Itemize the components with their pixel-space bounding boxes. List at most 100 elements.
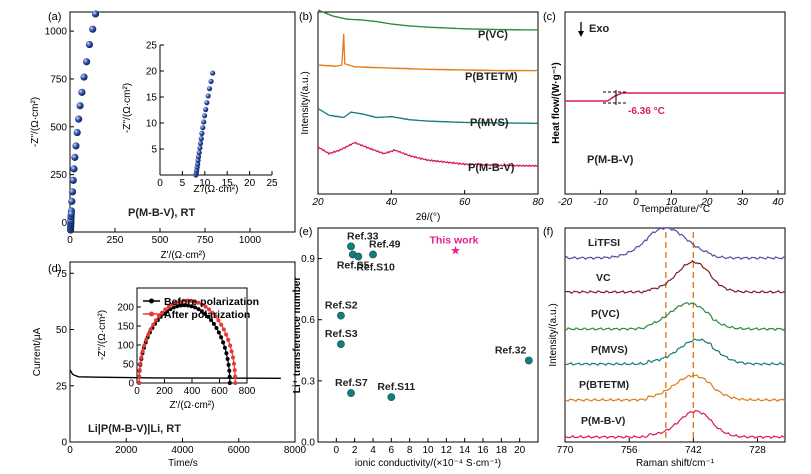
panel-a-frame [69,11,296,233]
point-label: Ref.49 [369,238,401,250]
y-tick-label: 100 [117,341,134,352]
nyquist-point [137,381,142,385]
panel-a-xlabel: Z'/(Ω·cm²) [161,250,206,261]
y-tick-label: 0.6 [301,315,315,326]
panel-d-inset-ylabel: -Z''/(Ω·cm²) [97,310,108,360]
ref-data-point [347,389,355,397]
x-tick-label: 5 [180,178,186,189]
panel-e-ticks: 0 2 4 6 8 10 12 14 16 18 20 0.0 0.3 0.6 0.9 [301,254,526,456]
y-tick-label: 25 [146,41,158,52]
panel-c-xlabel: Temperature/°C [640,204,710,215]
panel-a-inset-ylabel: -Z''/(Ω·cm²) [122,83,133,133]
nyquist-point [146,332,151,337]
y-tick-label: 500 [50,122,67,133]
nyquist-point [214,326,219,330]
nyquist-point [216,318,221,323]
nyquist-point [196,300,201,305]
panel-a-inset: 0 5 10 15 20 25 5 10 15 20 25 Z'/(Ω·cm²) -Z''/(Ω·c… [122,41,278,196]
nyquist-point [228,343,233,348]
y-tick-label: 150 [117,322,134,333]
panel-a-ylabel: -Z''/(Ω·cm²) [30,97,41,147]
point-label: Ref.S2 [325,300,358,312]
nyquist-point [189,298,193,303]
nyquist-point [185,298,190,303]
panel-d-ylabel: Current/μA [32,327,43,376]
heat-flow-line [565,92,785,102]
data-point [68,188,77,196]
x-tick-label: 16 [477,445,489,456]
x-tick-label: 10 [666,197,678,208]
x-tick-label: -20 [558,197,573,208]
x-tick-label: 8 [407,445,413,456]
y-tick-label: 0.3 [301,376,315,387]
x-tick-label: 0 [67,235,73,246]
x-tick-label: 15 [222,178,234,189]
panel-a-points [66,10,100,234]
y-tick-label: 750 [50,74,67,85]
x-tick-label: 12 [441,445,453,456]
panel-b: (b) 20 40 60 80 2θ/(°) Intensity/(a.u.) P(V… [299,9,544,223]
ref-data-point [387,393,396,402]
panel-a-label: (a) [48,11,61,23]
ref-data-point [337,340,345,349]
x-tick-label: 20 [244,178,256,189]
series-line-2 [317,33,539,72]
x-tick-label: 30 [737,197,749,208]
panel-c-ticks: -20 -10 0 10 20 30 40 [558,190,784,208]
point-label: This work [430,234,479,246]
panel-e-xlabel: ionic conductivity/(×10⁻⁴ S·cm⁻¹) [355,458,501,469]
point-label: Ref.S11 [377,381,415,393]
nyquist-point [193,305,197,310]
x-tick-label: 770 [557,445,574,456]
x-tick-label: 25 [266,178,278,189]
panel-b-ylabel: Intensity/(a.u.) [300,71,311,134]
x-tick-label: 600 [211,386,228,397]
inset-data-point [206,86,213,92]
ref-data-point [337,311,345,320]
nyquist-point [174,300,178,305]
series-line-3 [317,108,539,125]
nyquist-point [222,345,227,350]
series-label: VC [596,272,611,284]
series-label: P(MVS) [591,344,628,356]
x-tick-label: 14 [459,445,471,456]
panel-c-tg-marker [603,90,628,105]
nyquist-point [221,327,226,332]
data-point [68,197,76,205]
panel-d-inset-ticks: 0 200 400 600 800 0 50 100 150 200 [117,303,255,398]
x-tick-label: 20 [700,197,713,208]
data-point [80,73,88,81]
x-tick-label: 0 [334,445,340,456]
panel-e-ylabel: Li⁺ transference number [292,277,303,394]
x-tick-label: 250 [107,235,124,246]
x-tick-label: 1000 [239,235,262,246]
nyquist-point [144,337,149,342]
panel-b-legend-pmbv: P(M-B-V) [468,162,515,174]
raman-line-1 [564,226,786,260]
x-tick-label: 2000 [115,445,138,456]
data-point [73,128,81,137]
nyquist-point [186,303,190,308]
point-label: Ref.32 [495,344,527,356]
nyquist-point [182,303,187,308]
nyquist-point [226,337,231,342]
data-point [91,10,100,18]
data-point [76,102,84,110]
nyquist-point [221,340,226,345]
x-tick-label: 10 [422,445,434,456]
y-tick-label: 1000 [45,27,68,38]
data-point [72,142,80,150]
inset-data-point [208,78,214,84]
y-tick-label: 50 [56,325,68,336]
panel-c-annotation: P(M-B-V) [587,154,634,166]
legend-before-marker [149,298,154,304]
nyquist-point [224,351,229,356]
panel-f-label: (f) [543,226,553,238]
inset-data-point [204,100,210,106]
x-tick-label: 18 [496,445,508,456]
inset-data-point [201,113,208,119]
series-line-4 [317,141,539,168]
data-point [78,88,86,96]
data-point [75,115,83,123]
